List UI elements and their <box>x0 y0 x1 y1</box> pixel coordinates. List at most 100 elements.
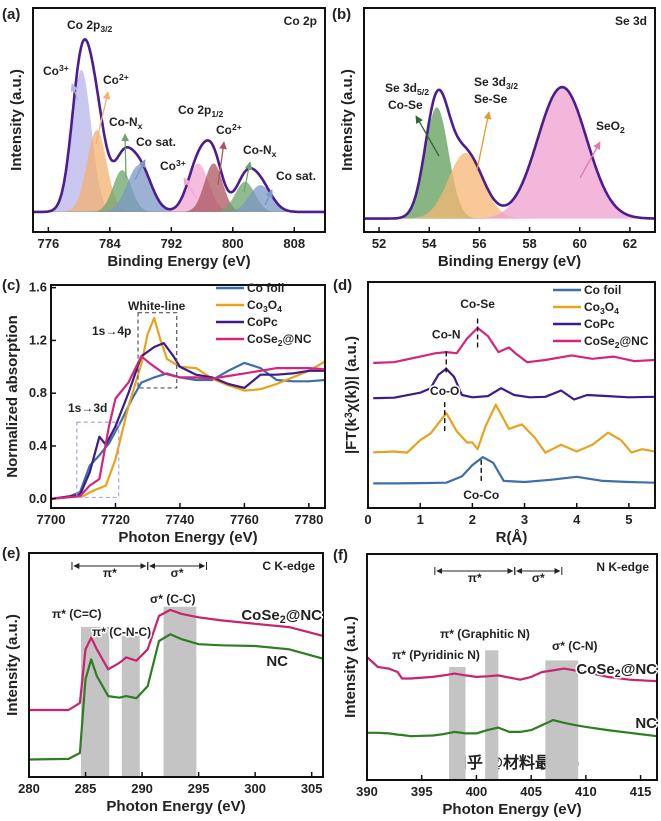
fit-component-peak <box>33 185 325 212</box>
x-axis-label: Binding Energy (eV) <box>107 253 250 270</box>
series-line <box>373 456 655 485</box>
band-label: π* (C-N-C) <box>92 625 151 639</box>
series-label: NC <box>635 715 657 732</box>
panel-title: Co 2p <box>284 14 317 28</box>
peak-annotation: Co3+ <box>160 158 186 173</box>
x-tick-label: 54 <box>422 236 437 251</box>
series-label: NC <box>266 653 288 670</box>
x-tick-label: 295 <box>188 781 210 796</box>
y-tick-label: 0.4 <box>29 438 48 453</box>
legend-label: CoSe2@NC <box>247 332 312 348</box>
peak-annotation: Co2+ <box>216 122 242 137</box>
shaded-band <box>121 635 140 777</box>
y-tick-label: 0.0 <box>29 491 47 506</box>
x-tick-label: 2 <box>469 512 476 527</box>
fit-component-peak <box>33 130 325 212</box>
white-line-label: White-line <box>128 299 186 313</box>
plot-frame <box>367 281 656 509</box>
legend-label: Co foil <box>584 283 621 297</box>
legend-label: Co3O4 <box>247 298 282 314</box>
band-label: π* (Graphitic N) <box>440 627 530 641</box>
panel-f <box>366 553 658 781</box>
x-tick-label: 62 <box>623 236 637 251</box>
plot-area <box>51 316 325 500</box>
bond-label: Co-Se <box>460 297 495 311</box>
arrow-icon <box>579 141 601 179</box>
series-line <box>373 326 655 364</box>
y-tick-label: 1.6 <box>29 280 47 295</box>
arrow-icon <box>476 111 492 171</box>
series-line <box>51 316 325 500</box>
band-label: σ* (C-C) <box>150 592 196 606</box>
range-label: σ* <box>532 571 545 585</box>
x-tick-label: 7780 <box>294 512 323 527</box>
panel-title: C K-edge <box>262 559 315 573</box>
x-tick-label: 300 <box>244 781 266 796</box>
y-axis-label: Intensity (a.u.) <box>339 69 356 171</box>
plot-area <box>29 606 323 777</box>
dashed-region-box <box>76 421 120 499</box>
y-axis-label: |FT(k3χ(k))| (a.u.) <box>343 336 360 454</box>
series-line <box>373 367 655 401</box>
legend-label: CoPc <box>247 315 278 329</box>
series-line <box>51 355 325 500</box>
series-line <box>373 403 655 454</box>
plot-area <box>364 85 655 220</box>
panel-label: (c) <box>2 277 20 294</box>
x-tick-label: 305 <box>301 781 323 796</box>
panel-label: (a) <box>2 6 20 23</box>
panel-d <box>367 281 656 509</box>
peak-annotation: Se 3d5/2 <box>385 81 429 97</box>
bond-label: Co-N <box>432 328 461 342</box>
peak-annotation: Co3+ <box>43 63 69 78</box>
x-tick-label: 3 <box>521 512 528 527</box>
arrow-icon <box>415 115 440 157</box>
x-tick-label: 400 <box>466 784 488 799</box>
x-tick-label: 395 <box>411 784 433 799</box>
panel-label: (f) <box>333 547 348 564</box>
x-tick-label: 784 <box>99 236 121 251</box>
arrow-icon <box>121 133 130 179</box>
shaded-band <box>485 650 499 780</box>
shaded-band <box>163 606 197 777</box>
x-tick-label: 280 <box>18 781 40 796</box>
x-tick-label: 776 <box>38 236 60 251</box>
x-tick-label: 60 <box>573 236 587 251</box>
peak-annotation: Se 3d3/2 <box>474 75 518 91</box>
x-tick-label: 52 <box>372 236 386 251</box>
series-line <box>367 719 657 738</box>
peak-annotation: Se-Se <box>474 92 508 106</box>
panel-a <box>32 7 326 233</box>
plot-frame <box>50 284 326 509</box>
x-axis-label: Photon Energy (eV) <box>106 798 245 815</box>
plot-frame <box>366 553 658 781</box>
x-axis-label: R(Å) <box>496 529 528 546</box>
series-label: CoSe2@NC <box>576 661 657 680</box>
arrow-icon <box>70 83 79 101</box>
y-axis-label: Intensity (a.u.) <box>342 616 359 718</box>
x-axis-label: Binding Energy (eV) <box>438 253 581 270</box>
panel-label: (d) <box>333 277 352 294</box>
plot-area <box>367 650 657 780</box>
arrow-icon <box>264 189 273 206</box>
x-tick-label: 7760 <box>230 512 259 527</box>
plot-area <box>373 326 655 485</box>
band-label: π* (Pyridinic N) <box>392 648 480 662</box>
dashed-region-box <box>137 312 178 389</box>
legend-label: CoSe2@NC <box>584 334 649 350</box>
x-tick-label: 800 <box>222 236 244 251</box>
y-axis-label: Normalized absorption <box>4 315 21 478</box>
x-tick-label: 56 <box>472 236 486 251</box>
series-line <box>29 608 323 712</box>
panel-c <box>50 284 326 509</box>
x-tick-label: 410 <box>575 784 597 799</box>
band-label: π* (C=C) <box>52 607 102 621</box>
x-tick-label: 58 <box>522 236 536 251</box>
x-tick-label: 0 <box>364 512 371 527</box>
x-tick-label: 7700 <box>37 512 66 527</box>
x-tick-label: 405 <box>520 784 542 799</box>
y-axis-label: Intensity (a.u.) <box>8 69 25 171</box>
x-tick-label: 7740 <box>165 512 194 527</box>
arrow-icon <box>183 177 197 199</box>
